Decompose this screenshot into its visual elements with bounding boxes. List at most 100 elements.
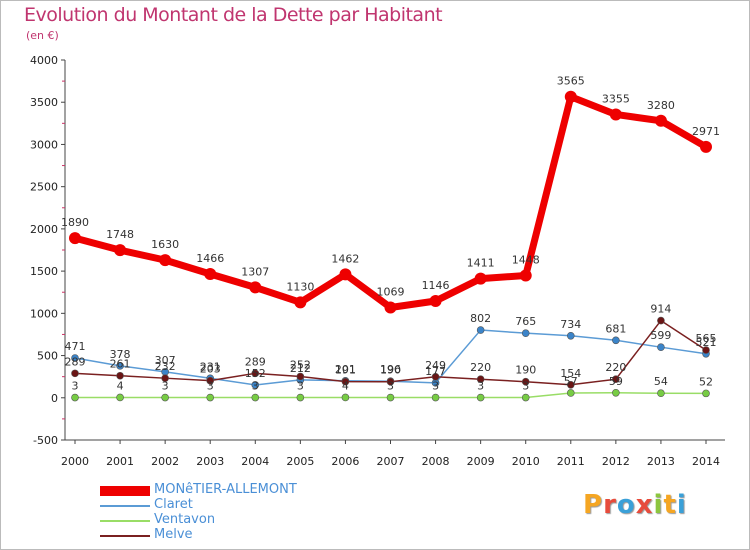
y-tick-label: -500 (33, 434, 58, 447)
data-point (251, 393, 260, 402)
x-tick-label: 2008 (422, 455, 450, 468)
data-point (116, 393, 124, 402)
data-point (339, 268, 352, 281)
data-point (386, 393, 395, 402)
data-point (521, 377, 530, 386)
logo-letter: o (616, 490, 636, 520)
series-line-0 (74, 93, 708, 312)
data-label: 307 (155, 354, 176, 367)
data-label: 599 (650, 329, 671, 342)
data-label: 1748 (106, 228, 134, 241)
data-point (384, 301, 397, 314)
data-point (431, 393, 440, 402)
logo-letter: P (583, 490, 604, 520)
data-label: 378 (110, 348, 131, 361)
data-label: 3 (477, 380, 484, 393)
data-label: 3565 (557, 75, 585, 88)
data-point (702, 346, 710, 354)
y-tick-label: 500 (37, 350, 58, 363)
data-point (476, 375, 485, 384)
x-tick-label: 2007 (377, 455, 405, 468)
data-point (386, 377, 395, 386)
y-tick-label: 1500 (30, 265, 58, 278)
data-point (702, 389, 710, 398)
data-label: 914 (650, 303, 671, 316)
data-label: 231 (200, 360, 221, 373)
x-tick-label: 2003 (196, 455, 224, 468)
y-tick-label: 0 (51, 392, 58, 405)
data-label: 3 (387, 380, 394, 393)
y-tick-label: 3500 (30, 96, 58, 109)
data-label: 3 (432, 380, 439, 393)
data-label: 154 (560, 367, 581, 380)
x-tick-label: 2004 (241, 455, 269, 468)
data-point (566, 380, 575, 389)
data-point (251, 369, 260, 378)
data-point (116, 371, 124, 380)
data-label: 3 (162, 380, 169, 393)
data-label: 52 (699, 375, 713, 388)
data-point (564, 90, 577, 103)
y-tick-label: 1000 (30, 307, 58, 320)
data-label: 565 (696, 332, 717, 345)
data-label: 191 (335, 364, 356, 377)
data-point (476, 326, 485, 334)
data-point (612, 336, 620, 345)
x-tick-label: 2012 (602, 455, 630, 468)
data-point (71, 354, 79, 362)
legend-label-claret: Claret (154, 497, 193, 512)
x-tick-label: 2002 (151, 455, 179, 468)
data-point (294, 296, 307, 309)
legend-swatch-claret (100, 505, 150, 507)
legend-label-melve: Melve (154, 527, 193, 542)
data-label: 1130 (286, 280, 314, 293)
data-point (612, 388, 620, 397)
y-tick-label: 3000 (30, 138, 58, 151)
data-label: 1411 (467, 257, 495, 270)
data-label: 3355 (602, 92, 630, 105)
data-label: 4 (342, 379, 349, 392)
x-tick-label: 2011 (557, 455, 585, 468)
x-tick-label: 2005 (286, 455, 314, 468)
data-point (566, 331, 575, 340)
data-point (429, 295, 442, 308)
data-label: 4 (117, 379, 124, 392)
data-label: 521 (696, 336, 717, 349)
data-label: 57 (564, 375, 578, 388)
data-label: 3 (252, 380, 259, 393)
data-point (566, 389, 575, 397)
data-label: 203 (200, 363, 221, 376)
data-label: 220 (470, 361, 491, 374)
chart-subtitle: (en €) (26, 29, 59, 42)
data-point (206, 376, 215, 385)
data-point (69, 232, 81, 245)
proxiti-logo: Proxiti (583, 490, 687, 520)
data-point (474, 272, 487, 285)
data-point (116, 362, 124, 370)
x-tick-label: 2010 (512, 455, 540, 468)
data-point (521, 329, 530, 337)
data-label: 3 (72, 380, 79, 393)
legend-label-ventavon: Ventavon (154, 512, 216, 527)
data-label: 1890 (61, 216, 89, 229)
data-label: 232 (155, 360, 176, 373)
data-label: 1630 (151, 238, 179, 251)
legend-label-monetier: MONêTIER-ALLEMONT (154, 482, 297, 497)
data-point (71, 393, 79, 402)
logo-letter: i (676, 490, 687, 520)
legend-swatch-ventavon (100, 520, 150, 522)
x-tick-label: 2006 (331, 455, 359, 468)
x-tick-label: 2000 (61, 455, 89, 468)
data-point (161, 374, 169, 382)
data-label: 765 (515, 315, 536, 328)
logo-letter: i (653, 490, 664, 520)
data-point (251, 381, 260, 389)
data-point (159, 254, 172, 267)
x-tick-label: 2014 (692, 455, 720, 468)
data-label: 681 (605, 322, 626, 335)
data-label: 471 (65, 340, 86, 353)
data-label: 190 (380, 364, 401, 377)
logo-letter: t (663, 490, 677, 520)
